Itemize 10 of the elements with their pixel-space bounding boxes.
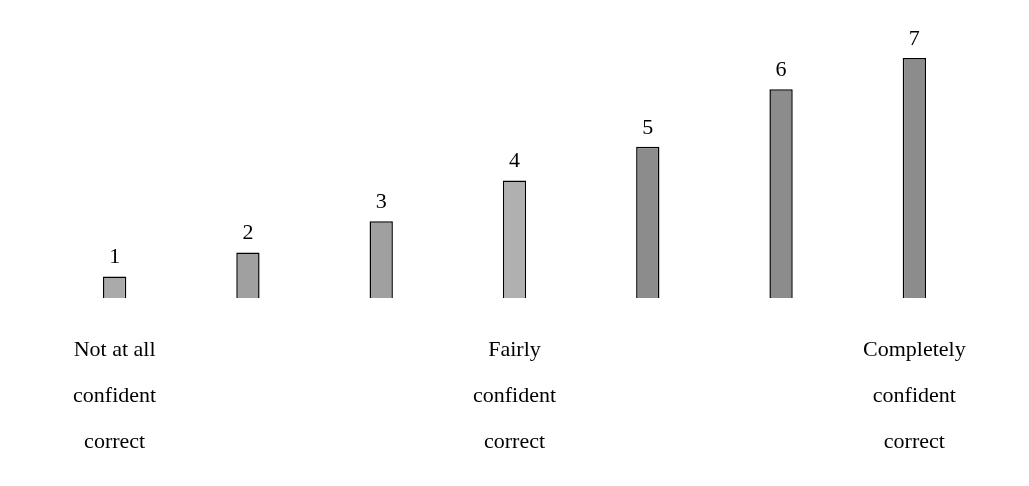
x-tick-label: 6 xyxy=(775,55,787,81)
text: Fairly confident correct xyxy=(472,335,557,453)
text: Not at all confident correct xyxy=(73,335,157,453)
text: Completely confident correct xyxy=(863,335,966,453)
x-tick-label: 5 xyxy=(642,113,654,139)
x-tick-label: 4 xyxy=(509,147,520,173)
x-tick-label: 1 xyxy=(109,243,121,269)
x-tick-label: 7 xyxy=(908,24,920,50)
x-tick-label: 2 xyxy=(242,219,254,245)
x-tick-label: 3 xyxy=(375,187,387,213)
